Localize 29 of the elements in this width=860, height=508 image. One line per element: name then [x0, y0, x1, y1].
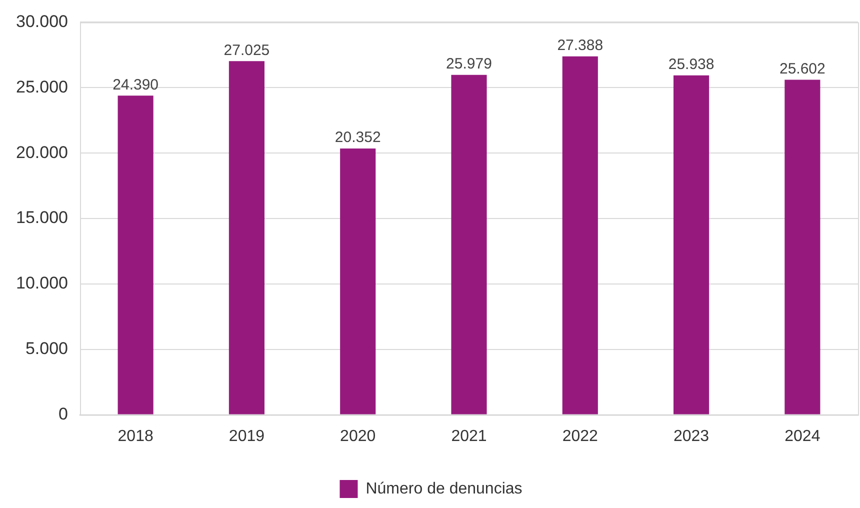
- bar: [784, 80, 820, 414]
- data-label: 25.602: [779, 60, 826, 78]
- x-tick-label: 2018: [118, 428, 154, 445]
- y-tick-label: 5.000: [25, 339, 68, 358]
- y-tick-label: 25.000: [16, 77, 68, 96]
- x-tick-label: 2019: [228, 428, 265, 445]
- y-tick-label: 10.000: [16, 274, 68, 293]
- bar: [562, 56, 598, 414]
- y-tick-label: 15.000: [16, 208, 68, 228]
- bar: [228, 61, 264, 414]
- data-label: 25.979: [446, 55, 492, 72]
- x-tick-label: 2021: [451, 428, 487, 445]
- data-label: 27.025: [224, 42, 270, 59]
- legend-label: Número de denuncias: [366, 480, 522, 498]
- y-tick-label: 0: [58, 404, 68, 424]
- x-tick-label: 2024: [784, 428, 820, 445]
- data-label: 24.390: [112, 76, 159, 94]
- bar: [451, 74, 487, 414]
- bar: [118, 96, 154, 414]
- y-tick-label: 20.000: [16, 142, 68, 162]
- data-label: 20.352: [334, 129, 381, 146]
- y-tick-label: 30.000: [16, 12, 68, 31]
- x-tick-label: 2023: [673, 428, 710, 445]
- x-tick-label: 2020: [340, 428, 376, 445]
- data-label: 25.938: [668, 56, 714, 73]
- x-tick-label: 2022: [562, 428, 598, 445]
- bar: [340, 148, 376, 414]
- bar: [674, 75, 710, 414]
- data-label: 27.388: [557, 37, 604, 54]
